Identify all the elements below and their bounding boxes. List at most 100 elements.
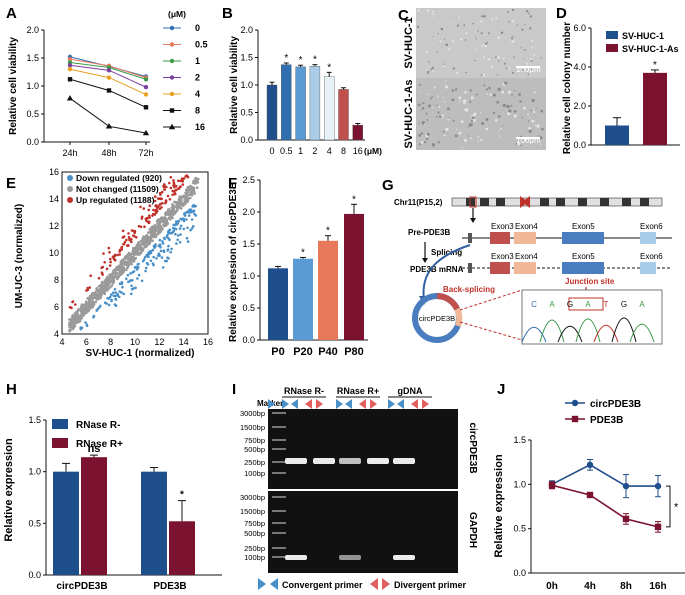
speckle	[418, 134, 422, 137]
exon6-mrna	[640, 262, 656, 274]
splicing-label: Splicing	[431, 248, 462, 257]
panel-g: G Chr11(P15,2) Pre-PDE3B Exon3 Exon4 Exo…	[382, 177, 672, 345]
chart-f-star: *	[352, 194, 356, 205]
chart-e-point	[163, 188, 166, 191]
chart-b-xtick-label: 0	[269, 146, 274, 156]
chart-e-point	[177, 197, 181, 201]
speckle	[464, 91, 467, 94]
chart-a-point	[106, 68, 112, 73]
chromatogram-peak	[575, 318, 601, 343]
chart-e-point	[159, 197, 162, 200]
chart-e-point	[156, 225, 160, 228]
chart-f-ytick-label: 2.5	[242, 175, 255, 185]
speckle	[539, 136, 543, 140]
speckle	[495, 56, 497, 58]
chart-e-point	[137, 266, 140, 269]
speckle	[504, 81, 508, 85]
chart-j-xtick-label: 0h	[546, 581, 558, 592]
locus-arrowhead	[470, 218, 476, 223]
gel-ladder-band	[272, 472, 286, 474]
chart-b-ytick-label: 0.5	[240, 108, 253, 118]
chart-e-point	[183, 200, 187, 204]
chart-e-point	[106, 275, 109, 279]
speckle	[432, 70, 435, 73]
chart-e-point	[184, 175, 187, 178]
exon5-pre	[562, 232, 604, 244]
chromatogram-base: A	[549, 300, 555, 309]
speckle	[531, 39, 534, 43]
chart-e-point	[89, 274, 92, 278]
chart-d-ytick-label: 0.0	[573, 140, 586, 150]
speckle	[528, 12, 530, 15]
chart-e-point	[180, 218, 183, 221]
chart-e-point	[192, 189, 196, 193]
chart-e-point	[79, 309, 82, 312]
exon4-pre	[514, 232, 536, 244]
chart-e-point	[161, 266, 165, 269]
chart-e-point	[91, 306, 94, 309]
chromatogram-box	[521, 289, 663, 345]
junction-box	[568, 297, 604, 311]
speckle	[501, 90, 505, 94]
chart-e-point	[165, 213, 169, 216]
speckle	[498, 129, 501, 132]
chart-d-ytick-label: 2.0	[573, 101, 586, 111]
chart-j-significance-bracket	[666, 485, 671, 528]
chromatogram-base: A	[585, 300, 591, 309]
chart-e-point	[117, 275, 120, 279]
chart-e-point	[126, 244, 130, 247]
chart-e-point	[179, 185, 182, 188]
chart-h-bar	[141, 471, 167, 575]
chart-e-point	[68, 329, 71, 333]
convergent-label: Convergent primer	[282, 580, 363, 590]
speckle	[529, 117, 531, 119]
chart-e-ytick-label: 12	[49, 221, 59, 231]
speckle	[483, 56, 486, 59]
chart-e-point	[152, 255, 155, 259]
speckle	[468, 123, 471, 125]
convergent-icon-b	[270, 578, 278, 590]
chromatogram-base: A	[639, 300, 645, 309]
gel-divergent-icon	[316, 399, 323, 409]
chromosome-band	[622, 198, 631, 206]
chart-e-point	[94, 300, 98, 304]
chart-d-panel-label: D	[556, 5, 567, 22]
gel-gene-bottom: GAPDH	[467, 512, 478, 548]
chart-a-point	[143, 84, 149, 90]
speckle	[435, 116, 438, 118]
chart-e-point	[164, 201, 167, 205]
chart-e-point	[160, 190, 164, 194]
gel-gene-top: circPDE3B	[467, 422, 478, 473]
chart-e-legend-marker	[67, 175, 73, 181]
chart-f-bar	[318, 240, 338, 340]
chart-e-point	[141, 259, 145, 263]
speckle	[513, 56, 515, 58]
chart-e-point	[179, 224, 183, 228]
chart-d-bar	[643, 72, 667, 145]
chart-e-point	[103, 280, 107, 284]
exon3-label-mrna: Exon3	[491, 252, 514, 261]
chart-e-point	[97, 276, 101, 280]
chromatogram-peak	[521, 326, 547, 343]
chart-e-point	[169, 176, 173, 179]
speckle	[421, 121, 425, 125]
chart-e-point	[68, 321, 71, 325]
speckle	[473, 112, 477, 115]
speckle	[486, 93, 489, 95]
chart-b-panel-label: B	[222, 5, 233, 22]
chart-e-point	[146, 238, 149, 242]
chart-e-point	[130, 229, 134, 232]
speckle	[427, 70, 430, 73]
speckle	[440, 27, 444, 31]
speckle	[467, 135, 470, 137]
chromosome-band	[496, 198, 505, 206]
chart-a-legend-marker	[168, 123, 176, 130]
chart-a-point	[66, 95, 74, 101]
chart-e-point	[185, 218, 188, 221]
chart-e-point	[163, 224, 166, 228]
chart-e-point	[164, 199, 168, 202]
chart-e-point	[168, 181, 171, 185]
